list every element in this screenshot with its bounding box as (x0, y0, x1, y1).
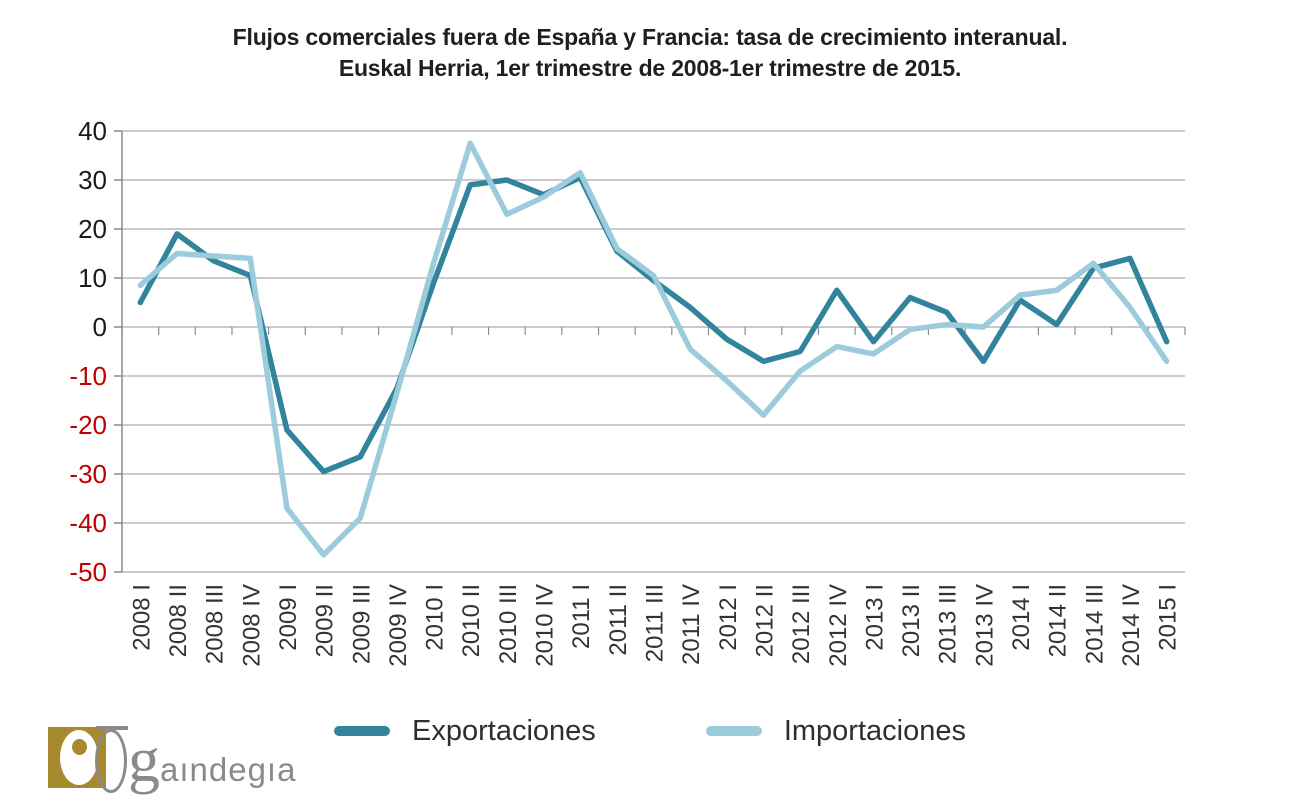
title-line-2: Euskal Herria, 1er trimestre de 2008-1er… (338, 55, 962, 81)
x-label-2012-III: 2012 III (788, 584, 815, 664)
x-label-2014-IV: 2014 IV (1118, 584, 1145, 667)
x-label-2011-IV: 2011 IV (678, 584, 705, 665)
x-label-2011-I: 2011 I (568, 584, 595, 649)
importaciones-legend-label: Importaciones (783, 714, 966, 747)
x-label-2008-I: 2008 I (128, 584, 155, 651)
y-tick-label--50: -50 (69, 557, 107, 587)
y-tick-label-40: 40 (78, 116, 107, 146)
x-label-2011-II: 2011 II (605, 584, 632, 656)
x-label-2015-I: 2015 I (1155, 584, 1182, 651)
x-label-2012-I: 2012 I (715, 584, 742, 651)
x-label-2008-II: 2008 II (165, 584, 192, 657)
x-label-2013-II: 2013 II (898, 584, 925, 657)
x-label-2010-III: 2010 III (495, 584, 522, 664)
logo-gray-bar (96, 726, 128, 730)
logo-gold-square (48, 727, 106, 788)
logo-white-oval (60, 730, 98, 785)
x-label-2009-III: 2009 III (348, 584, 375, 664)
x-label-2013-I: 2013 I (861, 584, 888, 651)
y-tick-label-20: 20 (78, 214, 107, 244)
x-label-2010-IV: 2010 IV (532, 584, 559, 667)
logo-wordmark-rest: aındegıa (160, 751, 297, 788)
y-tick-label--10: -10 (69, 361, 107, 391)
x-label-2013-III: 2013 III (935, 584, 962, 664)
x-label-2009-I: 2009 I (275, 584, 302, 651)
importaciones-line-swatch (705, 726, 762, 736)
y-tick-label--30: -30 (69, 459, 107, 489)
exportaciones-line (137, 174, 1170, 475)
x-label-2008-IV: 2008 IV (238, 584, 265, 667)
x-label-2009-IV: 2009 IV (385, 584, 412, 667)
x-label-2014-III: 2014 III (1081, 584, 1108, 664)
x-label-2011-III: 2011 III (642, 584, 669, 662)
exportaciones-legend-label: Exportaciones (412, 714, 596, 747)
x-label-2008-III: 2008 III (202, 584, 229, 664)
chart-legend: Exportaciones Importaciones (0, 703, 1300, 759)
x-label-2012-IV: 2012 IV (825, 584, 852, 667)
logo-gray-oval (95, 729, 127, 793)
importaciones-line (137, 140, 1170, 558)
y-tick-label--20: -20 (69, 410, 107, 440)
y-tick-label-0: 0 (93, 312, 107, 342)
x-label-2010-I: 2010 I (422, 584, 449, 651)
logo-wordmark-g: g (128, 724, 160, 795)
gaindegia-logo: gaındegıa (46, 712, 316, 802)
x-label-2009-II: 2009 II (312, 584, 339, 657)
y-tick-label-30: 30 (78, 165, 107, 195)
chart-title: Flujos comerciales fuera de España y Fra… (0, 22, 1300, 84)
x-label-2014-I: 2014 I (1008, 584, 1035, 651)
logo-wordmark: gaındegıa (128, 728, 297, 792)
title-line-1: Flujos comerciales fuera de España y Fra… (232, 24, 1068, 50)
exportaciones-line-swatch (334, 726, 391, 736)
legend-item-exportaciones: Exportaciones (334, 715, 596, 748)
x-label-2012-II: 2012 II (751, 584, 778, 657)
x-label-2013-IV: 2013 IV (971, 584, 998, 667)
logo-gold-dot (72, 739, 87, 755)
x-label-2010-II: 2010 II (458, 584, 485, 657)
x-label-2014-II: 2014 II (1045, 584, 1072, 657)
legend-item-importaciones: Importaciones (705, 714, 966, 748)
y-tick-label--40: -40 (69, 508, 107, 538)
y-tick-label-10: 10 (78, 263, 107, 293)
